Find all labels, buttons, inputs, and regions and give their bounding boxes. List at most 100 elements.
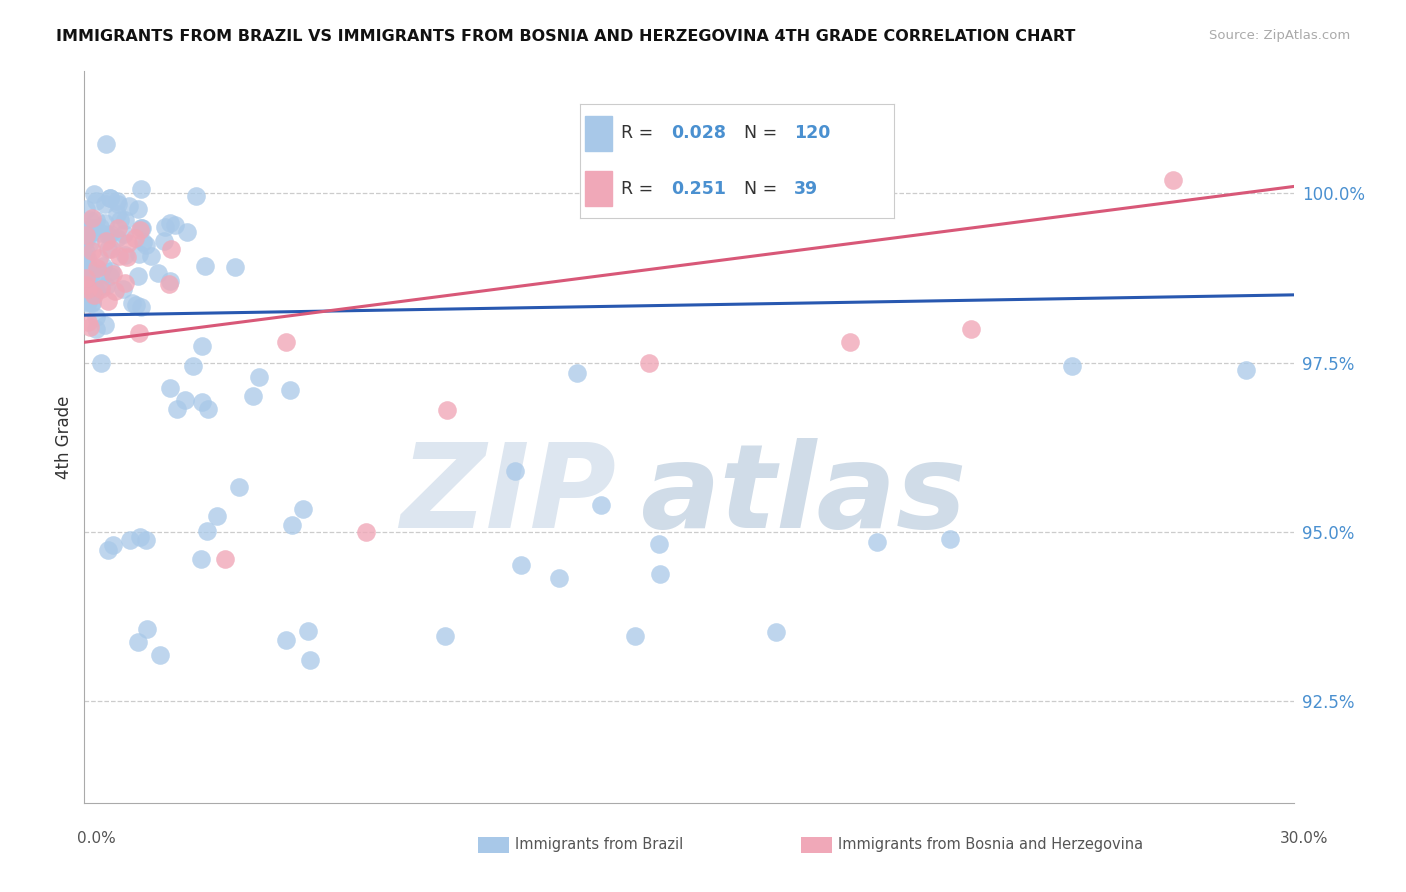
Point (149, 648, 172, 662)
Point (548, 571, 571, 585)
Text: atlas: atlas (641, 438, 967, 553)
Point (101, 538, 124, 552)
Point (84, 194, 107, 209)
Point (960, 322, 983, 336)
Point (75, 202, 97, 216)
Point (191, 339, 214, 353)
Point (228, 480, 250, 494)
Point (184, 189, 207, 203)
Point (76, 219, 98, 234)
Point (79, 319, 101, 334)
Point (356, 524, 378, 539)
Point (129, 220, 152, 235)
Point (132, 235, 155, 249)
Point (153, 219, 176, 234)
Point (157, 277, 180, 291)
Point (77, 282, 100, 296)
Point (129, 223, 152, 237)
Point (125, 298, 148, 312)
Point (97, 543, 120, 558)
Point (1234, 362, 1257, 376)
Point (297, 624, 319, 638)
Point (117, 236, 139, 251)
Point (127, 635, 149, 649)
Point (647, 537, 669, 551)
Point (121, 296, 143, 310)
Point (80, 263, 103, 277)
Point (89, 219, 111, 234)
Point (214, 552, 236, 566)
Point (249, 369, 271, 384)
Point (94, 137, 117, 152)
Text: 30.0%: 30.0% (1281, 831, 1329, 846)
Point (93, 197, 115, 211)
Point (433, 629, 456, 643)
Point (90, 227, 112, 241)
Point (281, 517, 304, 532)
Text: Source: ZipAtlas.com: Source: ZipAtlas.com (1209, 29, 1350, 42)
Point (195, 524, 218, 538)
Point (112, 227, 135, 241)
Text: IMMIGRANTS FROM BRAZIL VS IMMIGRANTS FROM BOSNIA AND HERZEGOVINA 4TH GRADE CORRE: IMMIGRANTS FROM BRAZIL VS IMMIGRANTS FRO… (56, 29, 1076, 44)
Point (75, 277, 97, 292)
Point (84, 310, 107, 325)
Point (131, 220, 153, 235)
Text: ZIP: ZIP (401, 438, 616, 553)
Point (118, 533, 141, 547)
Point (299, 653, 322, 667)
Point (128, 326, 150, 341)
Point (105, 207, 128, 221)
Point (90, 282, 112, 296)
Point (176, 225, 198, 239)
Point (75, 228, 97, 243)
Point (79, 267, 101, 281)
Point (650, 567, 672, 582)
Point (98, 268, 121, 283)
Point (190, 551, 212, 566)
Point (75, 244, 97, 259)
Point (75, 231, 97, 245)
Point (181, 359, 204, 373)
Point (108, 249, 131, 263)
Point (83, 187, 105, 202)
Point (128, 530, 150, 544)
Point (75, 250, 97, 264)
Point (89, 252, 111, 266)
Point (224, 260, 246, 274)
Point (76, 222, 98, 236)
Point (115, 250, 138, 264)
Point (75, 254, 97, 268)
Text: Immigrants from Brazil: Immigrants from Brazil (515, 838, 683, 852)
Point (105, 194, 128, 208)
Point (75, 227, 97, 242)
Point (278, 383, 301, 397)
Point (127, 269, 149, 284)
Point (98, 191, 121, 205)
Point (107, 231, 129, 245)
Point (135, 533, 157, 548)
Point (79, 212, 101, 227)
Point (100, 264, 122, 278)
Point (79, 236, 101, 251)
Point (97, 294, 120, 309)
Point (76, 295, 98, 310)
Point (111, 282, 134, 296)
Point (128, 246, 150, 260)
Point (100, 227, 122, 242)
Point (565, 366, 588, 380)
Text: Immigrants from Bosnia and Herzegovina: Immigrants from Bosnia and Herzegovina (838, 838, 1143, 852)
Point (589, 498, 612, 512)
Point (97, 242, 120, 256)
Point (274, 334, 297, 349)
Point (114, 213, 136, 227)
Point (166, 402, 188, 417)
Point (159, 216, 181, 230)
Point (159, 274, 181, 288)
Point (207, 509, 229, 524)
Point (110, 213, 132, 227)
Point (76, 252, 98, 267)
Point (80, 225, 103, 239)
Point (163, 218, 186, 232)
Point (129, 300, 152, 314)
Point (86, 260, 108, 275)
